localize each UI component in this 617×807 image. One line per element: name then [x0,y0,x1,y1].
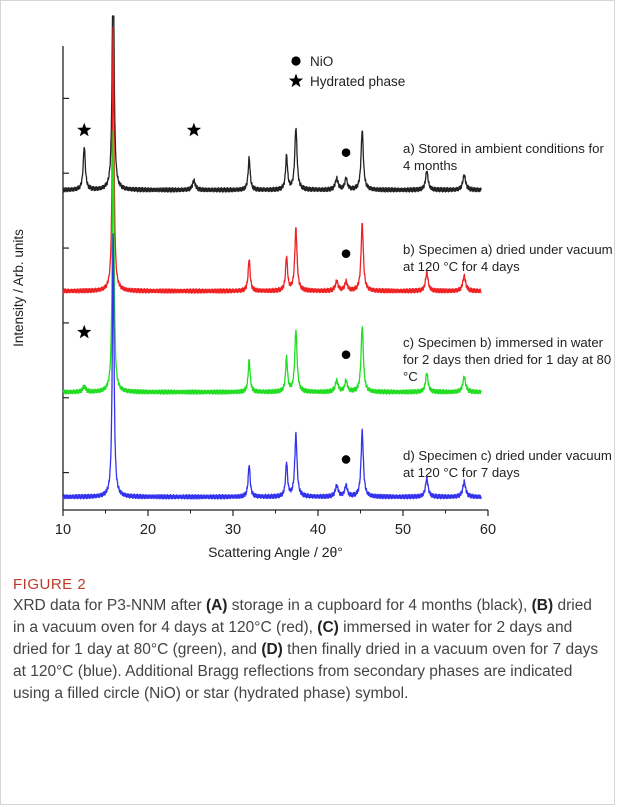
nio-marker [341,249,351,258]
legend-nio-symbol [291,56,301,66]
caption-panel-ref: (D) [261,641,283,658]
series-label-b: b) Specimen a) dried under vacuum [403,242,613,257]
series-label-a: a) Stored in ambient conditions for [403,141,604,156]
x-tick-label: 40 [310,522,326,538]
caption-panel-ref: (C) [317,619,339,636]
series-label-c: for 2 days then dried for 1 day at 80 [403,352,611,367]
x-tick-label: 60 [480,522,496,538]
series-label-c: c) Specimen b) immersed in water [403,335,604,350]
legend-star-symbol [288,73,304,88]
x-axis-label: Scattering Angle / 2θ° [208,544,343,560]
series-label-a: 4 months [403,158,458,173]
caption-segment: immersed in water for 2 days and dried f… [13,619,573,658]
series-line-a [62,15,482,193]
caption-text: XRD data for P3-NNM after (A) storage in… [13,595,608,705]
caption-segment: XRD data for P3-NNM after [13,597,206,614]
caption-panel-ref: (A) [205,597,228,614]
series-line-d [62,233,482,500]
caption-segment: dried in a vacuum oven for 4 days at 120… [13,597,592,636]
caption-panel-ref: (B) [531,597,554,614]
figure-caption: FIGURE 2 XRD data for P3-NNM after (A) s… [13,576,608,705]
series-label-c: °C [403,369,418,384]
series-label-d: d) Specimen c) dried under vacuum [403,448,612,463]
nio-marker [341,148,351,157]
legend-nio-label: NiO [310,54,333,69]
nio-marker [341,350,351,360]
legend-hydrated-label: Hydrated phase [310,74,405,89]
hydrated-phase-marker [77,122,92,137]
series-label-b: at 120 °C for 4 days [403,259,520,274]
y-axis-label: Intensity / Arb. units [11,229,26,347]
x-tick-label: 10 [55,522,71,538]
xrd-chart: 10 20 30 40 50 60 Scattering Angle / 2θ° Intens… [11,15,613,560]
series-line-c [62,129,482,395]
series-line-b [62,26,482,294]
caption-segment: then finally dried in a vacuum oven for … [13,641,599,702]
x-tick-label: 20 [140,522,156,538]
series-label-d: at 120 °C for 7 days [403,465,520,480]
caption-label: FIGURE 2 [13,576,87,593]
x-tick-label: 30 [225,522,241,538]
caption-segment: storage in a cupboard for 4 months (blac… [227,597,532,614]
x-tick-label: 50 [395,522,411,538]
nio-marker [341,455,351,464]
hydrated-phase-marker [77,324,92,339]
hydrated-phase-marker [186,122,202,137]
